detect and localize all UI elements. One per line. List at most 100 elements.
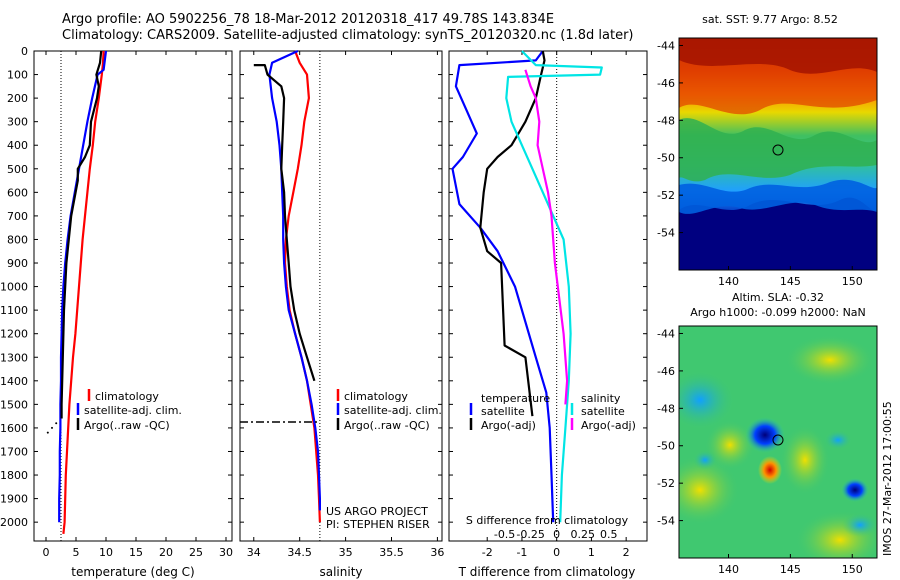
x-tick-label: 5 bbox=[73, 546, 80, 559]
depth-tick-label: 1000 bbox=[0, 281, 28, 294]
x-tick-label: 34 bbox=[247, 546, 261, 559]
series-line-s-argo-adj bbox=[524, 69, 569, 405]
depth-tick-label: 700 bbox=[7, 210, 28, 223]
argo-point bbox=[51, 426, 53, 429]
map-y-tick-label: -54 bbox=[657, 515, 675, 528]
series-line-t-satellite bbox=[451, 50, 555, 523]
x-tick-label: 35 bbox=[339, 546, 353, 559]
s-difference-axis-label: S difference from climatology bbox=[466, 514, 629, 527]
depth-tick-label: 1700 bbox=[0, 445, 28, 458]
x-tick-label: 36 bbox=[430, 546, 444, 559]
legend-label-t-satellite: satellite bbox=[481, 405, 525, 418]
depth-tick-label: 200 bbox=[7, 92, 28, 105]
sla-map-panel: Altim. SLA: -0.32 Argo h1000: -0.099 h20… bbox=[657, 291, 878, 576]
depth-tick-label: 1900 bbox=[0, 493, 28, 506]
depth-tick-label: 1600 bbox=[0, 422, 28, 435]
pi-label: PI: STEPHEN RISER bbox=[326, 518, 430, 531]
depth-tick-label: 300 bbox=[7, 116, 28, 129]
salinity-legend: climatology satellite-adj. clim. Argo(..… bbox=[336, 389, 442, 432]
map-y-tick-label: -46 bbox=[657, 77, 675, 90]
depth-tick-label: 100 bbox=[7, 69, 28, 82]
map-y-tick-label: -52 bbox=[657, 477, 675, 490]
depth-tick-label: 1400 bbox=[0, 375, 28, 388]
difference-legend: temperature satellite Argo(-adj) salinit… bbox=[469, 392, 636, 432]
sst-map-title: sat. SST: 9.77 Argo: 8.52 bbox=[702, 13, 838, 26]
x-tick-label: 2 bbox=[623, 546, 630, 559]
x-tick-label: 1 bbox=[588, 546, 595, 559]
map-y-tick-label: -44 bbox=[657, 327, 675, 340]
depth-tick-label: 800 bbox=[7, 233, 28, 246]
x-tick-label: -2 bbox=[482, 546, 493, 559]
legend-label-argo: Argo(..raw -QC) bbox=[344, 419, 430, 432]
salinity-x-axis-label: salinity bbox=[319, 565, 362, 579]
map-x-tick-label: 140 bbox=[718, 275, 739, 288]
map-y-tick-label: -50 bbox=[657, 152, 675, 165]
legend-label-satellite: satellite-adj. clim. bbox=[84, 404, 182, 417]
map-y-tick-label: -54 bbox=[657, 227, 675, 240]
legend-label-climatology: climatology bbox=[95, 390, 159, 403]
sst-map-panel: sat. SST: 9.77 Argo: 8.52 140 145 150 -44 -4… bbox=[657, 13, 878, 288]
series-line-climatology bbox=[62, 50, 105, 535]
difference-axes-box bbox=[448, 50, 648, 542]
temperature-panel: 0100200300400500600700800900100011001200… bbox=[0, 45, 233, 579]
legend-label-t-argo: Argo(-adj) bbox=[481, 419, 536, 432]
salinity-axes-box bbox=[239, 50, 443, 542]
series-line-argo-raw-qc bbox=[253, 63, 316, 382]
salinity-panel: 34 34.5 35 35.5 36 salinity climatology sate… bbox=[239, 50, 444, 579]
x-tick-label: 34.5 bbox=[287, 546, 312, 559]
sla-map-frame bbox=[678, 325, 878, 559]
map-x-tick-label: 150 bbox=[842, 563, 863, 576]
argo-point bbox=[46, 431, 49, 434]
sst-argo-location-marker bbox=[772, 144, 784, 156]
x-tick-label: 10 bbox=[99, 546, 113, 559]
map-x-tick-label: 140 bbox=[718, 563, 739, 576]
s-diff-tick-label: -0.5 bbox=[494, 528, 515, 541]
legend-label-s-satellite: satellite bbox=[581, 405, 625, 418]
map-x-tick-label: 145 bbox=[780, 563, 801, 576]
series-line-satellite-adj-clim bbox=[268, 50, 321, 511]
map-y-tick-label: -46 bbox=[657, 365, 675, 378]
series-line-argo-raw-qc bbox=[60, 50, 103, 419]
figure-title-line1: Argo profile: AO 5902256_78 18-Mar-2012 … bbox=[62, 12, 555, 27]
sla-heatmap bbox=[679, 326, 877, 558]
series-line-satellite-adj-clim bbox=[58, 50, 108, 523]
x-tick-label: 0 bbox=[43, 546, 50, 559]
legend-label-s-argo: Argo(-adj) bbox=[581, 419, 636, 432]
sla-map-title-line2: Argo h1000: -0.099 h2000: NaN bbox=[690, 306, 866, 319]
legend-title-temperature: temperature bbox=[481, 392, 550, 405]
x-tick-label: -1 bbox=[516, 546, 527, 559]
x-tick-label: 0 bbox=[553, 546, 560, 559]
x-tick-label: 20 bbox=[159, 546, 173, 559]
depth-tick-label: 1300 bbox=[0, 351, 28, 364]
depth-tick-label: 2000 bbox=[0, 516, 28, 529]
s-diff-tick-label: 0 bbox=[553, 528, 560, 541]
map-y-tick-label: -48 bbox=[657, 114, 675, 127]
series-line-t-argo-adj bbox=[479, 50, 546, 417]
s-diff-tick-label: -0.25 bbox=[516, 528, 544, 541]
figure-title-line2: Climatology: CARS2009. Satellite-adjuste… bbox=[62, 28, 634, 43]
depth-tick-label: 1200 bbox=[0, 328, 28, 341]
map-x-tick-label: 145 bbox=[780, 275, 801, 288]
s-diff-tick-label: 0.25 bbox=[570, 528, 595, 541]
legend-label-argo: Argo(..raw -QC) bbox=[84, 419, 170, 432]
depth-tick-label: 500 bbox=[7, 163, 28, 176]
legend-title-salinity: salinity bbox=[581, 392, 621, 405]
depth-tick-label: 1800 bbox=[0, 469, 28, 482]
sst-map-frame bbox=[678, 37, 878, 271]
map-y-tick-label: -44 bbox=[657, 39, 675, 52]
map-x-tick-label: 150 bbox=[842, 275, 863, 288]
map-y-tick-label: -48 bbox=[657, 402, 675, 415]
difference-panel: -2 -1 0 1 2 temperature satellite Argo(-adj)… bbox=[448, 50, 648, 579]
s-diff-tick-label: 0.5 bbox=[600, 528, 618, 541]
argo-point bbox=[55, 422, 58, 425]
project-label: US ARGO PROJECT bbox=[326, 505, 428, 518]
imos-timestamp: IMOS 27-Mar-2012 17:00:55 bbox=[881, 401, 894, 556]
legend-label-climatology: climatology bbox=[344, 390, 408, 403]
depth-tick-label: 900 bbox=[7, 257, 28, 270]
x-tick-label: 25 bbox=[189, 546, 203, 559]
temperature-legend: climatology satellite-adj. clim. Argo(..… bbox=[76, 389, 182, 432]
map-y-tick-label: -52 bbox=[657, 189, 675, 202]
depth-tick-label: 1100 bbox=[0, 304, 28, 317]
x-tick-label: 30 bbox=[219, 546, 233, 559]
